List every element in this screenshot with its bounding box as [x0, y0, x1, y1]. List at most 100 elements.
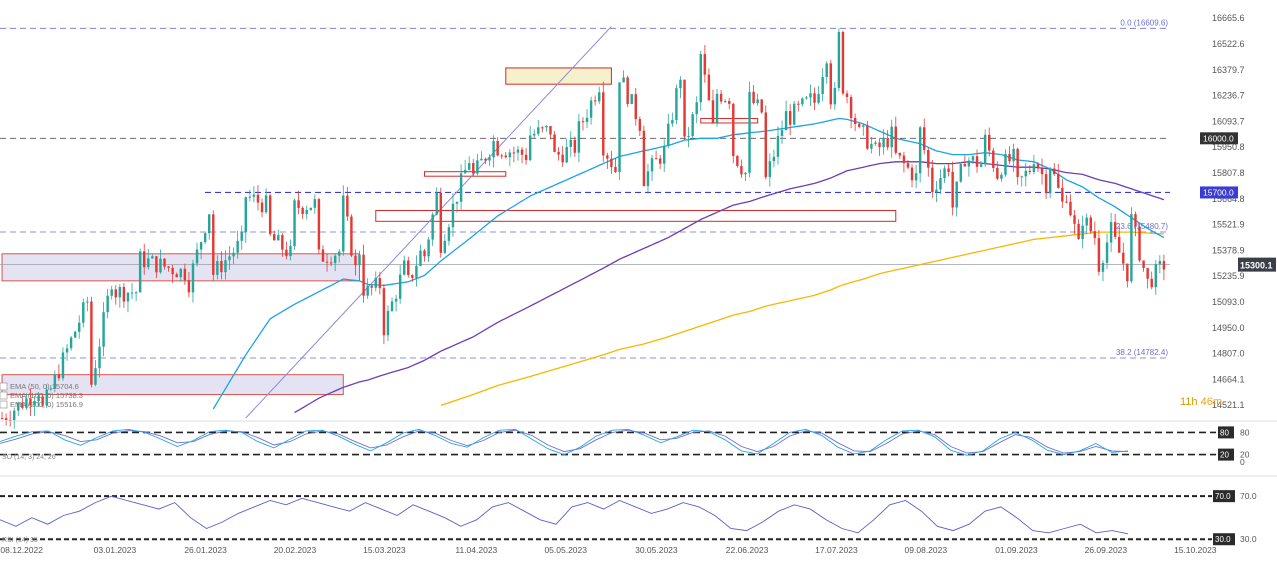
candle-body: [898, 152, 902, 156]
candle-body: [1012, 148, 1015, 162]
candle-body: [317, 199, 321, 250]
candle-body: [728, 101, 731, 104]
legend-checkbox-0: [0, 382, 8, 391]
fib-label-1: 23.6 (15480.7): [1116, 222, 1168, 231]
trendline-layer[interactable]: [245, 26, 612, 419]
candle-body: [122, 286, 126, 302]
candle-body: [512, 152, 516, 154]
candle-body: [654, 158, 658, 160]
candle-body: [748, 91, 751, 173]
candle-body: [94, 368, 97, 385]
candle-body: [837, 32, 841, 88]
countdown-minutes: 46m: [1200, 396, 1222, 408]
candle-body: [313, 199, 317, 208]
stoch-tag-bg-0: [1218, 426, 1234, 439]
candle-body: [297, 200, 300, 208]
level-tag-bg-1: [1200, 186, 1238, 199]
candle-body: [760, 99, 763, 113]
candle-body: [788, 111, 792, 125]
candle-body: [1146, 268, 1149, 279]
candle-body: [537, 127, 540, 134]
candle-body: [602, 92, 605, 156]
candle-body: [1073, 215, 1076, 224]
candle-body: [1130, 214, 1133, 282]
time-axis[interactable]: 08.12.2022 03.01.2023 26.01.2023 20.02.2023…: [0, 420, 1277, 555]
candle-body: [849, 97, 853, 118]
candle-body: [488, 157, 491, 161]
candle-body: [784, 111, 788, 131]
candle-body: [1089, 217, 1092, 232]
candle-body: [894, 126, 897, 153]
candle-body: [610, 158, 613, 167]
price-tick-15: 14521.1: [1212, 400, 1245, 410]
candle-body: [208, 214, 211, 234]
candle-body: [118, 286, 122, 298]
candle-body: [216, 261, 219, 275]
candle-body: [151, 256, 154, 259]
level-tag-0: 16000.0: [1203, 133, 1234, 143]
candle-body: [593, 100, 597, 102]
candle-body: [545, 125, 548, 128]
candle-body: [906, 163, 910, 168]
candle-body: [882, 138, 885, 148]
candle-body: [407, 260, 410, 275]
candle-body: [1158, 261, 1162, 265]
candle-body: [110, 289, 113, 296]
candle-body: [179, 268, 182, 278]
legend-checkbox-2: [0, 400, 8, 409]
candle-body: [333, 255, 337, 264]
candle-body: [606, 155, 609, 159]
candle-body: [634, 94, 637, 120]
price-tick-9: 15378.9: [1212, 245, 1245, 255]
candle-body: [191, 263, 195, 293]
price-tick-2: 16379.7: [1212, 65, 1245, 75]
candle-body: [614, 166, 617, 172]
candle-body: [338, 251, 341, 256]
candle-body: [130, 292, 134, 294]
candle-body: [744, 172, 747, 175]
candle-body: [232, 252, 235, 257]
candle-body: [557, 151, 560, 155]
candle-body: [484, 158, 487, 161]
candle-body: [955, 181, 958, 208]
candle-body: [1085, 217, 1088, 226]
candle-body: [435, 192, 438, 215]
candle-body: [988, 134, 991, 151]
price-tick-0: 16665.6: [1212, 13, 1245, 23]
candle-body: [992, 150, 995, 168]
candle-body: [134, 292, 138, 294]
candle-body: [914, 173, 918, 181]
candle-body: [500, 155, 503, 157]
candle-body: [687, 136, 690, 138]
candle-body: [886, 138, 889, 148]
trendline: [245, 26, 612, 419]
rsi-axis-0: 70.0: [1240, 491, 1257, 501]
candle-body: [163, 258, 166, 267]
candle-body: [187, 280, 191, 293]
candle-body: [138, 251, 142, 293]
candle-body: [175, 274, 178, 278]
candles: [0, 28, 1166, 429]
date-tick-4: 15.03.2023: [363, 545, 406, 555]
candle-body: [695, 102, 698, 115]
price-axis[interactable]: 16665.6 16522.6 16379.7 16236.7 16093.7 15950…: [1200, 13, 1276, 410]
candle-body: [508, 152, 512, 158]
legend-checkbox-1: [0, 391, 8, 400]
candle-body: [268, 195, 272, 235]
candle-body: [82, 302, 85, 323]
candle-body: [833, 87, 837, 105]
price-tick-1: 16522.6: [1212, 39, 1245, 49]
highlight-zones: [1, 67, 897, 396]
price-tick-13: 14807.0: [1212, 349, 1245, 359]
candle-body: [553, 134, 556, 152]
candle-body: [723, 101, 727, 103]
candle-body: [411, 274, 414, 278]
candle-body: [362, 254, 365, 296]
candle-body: [577, 121, 581, 153]
date-tick-5: 11.04.2023: [455, 545, 497, 555]
candle-body: [923, 127, 926, 150]
price-tick-5: 15950.8: [1212, 142, 1245, 152]
candle-body: [394, 298, 398, 302]
candle-body: [1044, 174, 1048, 194]
